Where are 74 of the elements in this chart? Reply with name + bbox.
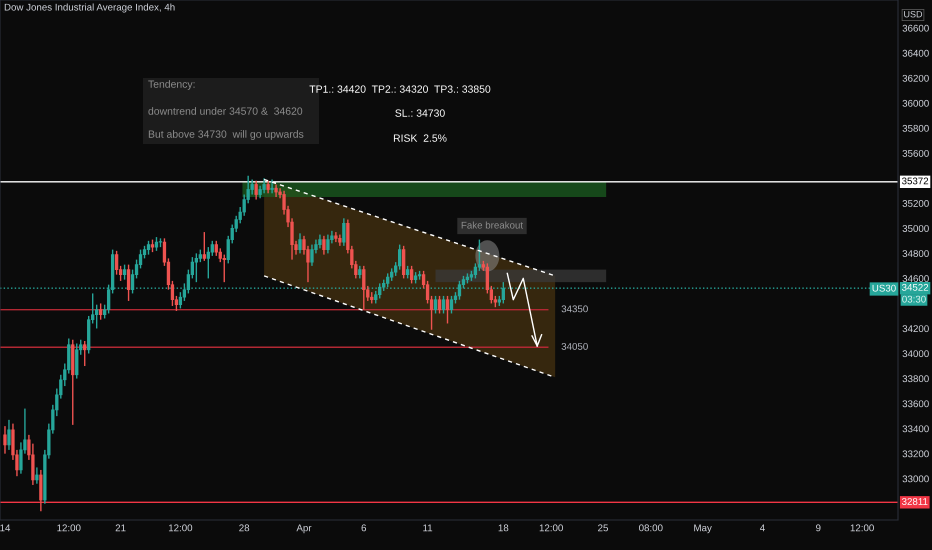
y-tick-label: 36400: [902, 50, 929, 57]
x-tick-label: May: [694, 524, 712, 534]
candlestick: [270, 178, 274, 194]
ref-line-label: 34350: [562, 305, 588, 312]
y-tick-label: 36000: [902, 100, 929, 107]
y-tick-label: 33000: [902, 475, 929, 482]
annotation: downtrend under 34570 & 34620: [148, 107, 302, 115]
x-tick-label: 11: [423, 524, 432, 532]
y-tick-label: 36600: [902, 24, 929, 32]
candlestick: [274, 184, 278, 198]
candlestick: [254, 180, 258, 200]
candlestick: [194, 252, 198, 283]
x-tick-label: 9: [816, 524, 821, 532]
y-axis-title: USD: [904, 11, 922, 18]
y-tick-label: 35200: [902, 200, 929, 207]
y-tick-label: 35600: [902, 150, 929, 157]
x-tick-label: 6: [362, 524, 366, 532]
x-tick-label: 21: [116, 524, 126, 532]
candlestick: [362, 265, 366, 310]
annotation: TP1.: 34420 TP2.: 34320 TP3.: 33850: [310, 85, 490, 93]
y-tick-label: 34600: [902, 275, 929, 282]
candlestick: [99, 302, 102, 320]
y-tick-label: 35800: [902, 124, 929, 132]
candlestick: [414, 271, 418, 284]
candlestick: [310, 244, 314, 267]
x-tick-label: 4: [760, 524, 765, 532]
ref-line-label: 34522: [902, 284, 928, 291]
ref-line-label: 34050: [562, 342, 588, 350]
x-tick-label: 12:00: [57, 524, 81, 532]
ref-line-label: 35372: [902, 177, 928, 184]
candlestick: [7, 419, 11, 451]
y-tick-label: 33400: [902, 425, 929, 432]
candlestick: [406, 265, 410, 280]
x-tick-label: 12:00: [168, 524, 192, 532]
x-tick-label: 14: [0, 524, 10, 532]
candlestick: [202, 231, 206, 262]
candlestick: [410, 265, 414, 284]
text: 03:30: [902, 296, 926, 303]
y-tick-label: 33200: [902, 450, 929, 458]
x-tick-label: 28: [239, 524, 250, 532]
y-tick-label: 34800: [902, 250, 929, 257]
candlestick: [326, 234, 330, 254]
candlestick: [334, 231, 338, 243]
candlestick: [358, 265, 362, 280]
x-tick-label: 08:00: [639, 524, 663, 532]
candlestick: [266, 180, 270, 194]
y-tick-label: 35000: [902, 225, 929, 232]
x-tick-label: Apr: [296, 524, 312, 534]
x-tick-label: 25: [598, 524, 608, 532]
y-tick-label: 33800: [902, 375, 929, 382]
y-tick-label: 33600: [902, 400, 929, 408]
candlestick: [342, 218, 346, 247]
annotation: US30: [872, 284, 896, 292]
annotation: But above 34730 will go upwards: [148, 130, 304, 140]
candlestick: [318, 234, 322, 250]
y-tick-label: 34000: [902, 350, 929, 358]
chart-title: Dow Jones Industrial Average Index, 4h: [4, 3, 175, 13]
candlestick: [298, 232, 302, 254]
ref-line-label: 32811: [902, 498, 928, 505]
y-tick-label: 34200: [902, 325, 929, 332]
x-tick-label: 12:00: [540, 524, 563, 532]
x-tick-label: 12:00: [850, 524, 874, 532]
y-tick-label: 36200: [902, 74, 929, 82]
x-tick-label: 18: [498, 524, 508, 532]
annotation: SL.: 34730: [395, 109, 445, 117]
candlestick: [35, 466, 39, 484]
candlestick: [338, 234, 342, 247]
annotation: Fake breakout: [462, 221, 524, 229]
annotation: RISK 2.5%: [394, 134, 447, 142]
candlestick: [126, 264, 130, 302]
candlestick: [322, 235, 326, 256]
annotation: Tendency:: [148, 80, 195, 90]
candlestick: [83, 340, 86, 367]
candlestick: [130, 268, 134, 294]
